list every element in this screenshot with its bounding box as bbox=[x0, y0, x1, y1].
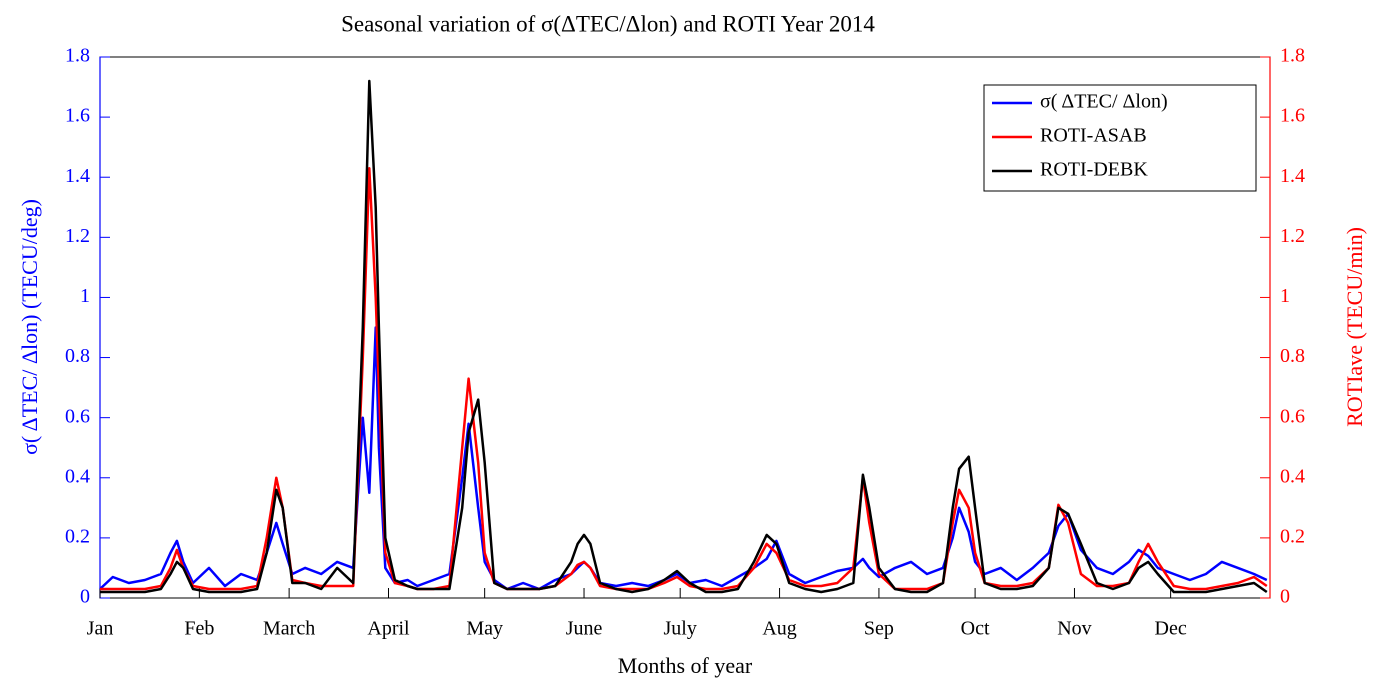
x-tick-label: July bbox=[664, 618, 697, 640]
y2-axis-label: ROTIave (TECU/min) bbox=[1342, 227, 1367, 427]
x-tick-label: April bbox=[367, 618, 410, 640]
x-tick-label: Sep bbox=[864, 618, 894, 640]
y-axis-label: σ( ΔTEC/ Δlon) (TECU/deg) bbox=[17, 199, 42, 455]
y2-tick-label: 0.4 bbox=[1280, 465, 1305, 487]
y-tick-label: 0.8 bbox=[65, 345, 90, 367]
y-tick-label: 0.6 bbox=[65, 405, 90, 427]
y2-tick-label: 0.8 bbox=[1280, 345, 1305, 367]
y-tick-label: 1.8 bbox=[65, 45, 90, 67]
chart-title: Seasonal variation of σ(ΔTEC/Δlon) and R… bbox=[341, 11, 875, 36]
x-tick-label: May bbox=[466, 618, 503, 640]
y2-tick-label: 0 bbox=[1280, 586, 1290, 608]
legend-label: ROTI-DEBK bbox=[1040, 159, 1148, 181]
y-tick-label: 1.4 bbox=[65, 165, 90, 187]
legend-label: σ( ΔTEC/ Δlon) bbox=[1040, 91, 1168, 113]
y2-tick-label: 1.6 bbox=[1280, 105, 1305, 127]
legend-label: ROTI-ASAB bbox=[1040, 125, 1147, 147]
series-line bbox=[100, 79, 1268, 594]
x-tick-label: Nov bbox=[1057, 618, 1091, 640]
y-tick-label: 0 bbox=[80, 586, 90, 608]
x-tick-label: Jan bbox=[87, 618, 114, 640]
x-tick-label: Feb bbox=[184, 618, 214, 640]
y-tick-label: 1 bbox=[80, 285, 90, 307]
y2-tick-label: 1 bbox=[1280, 285, 1290, 307]
x-tick-label: June bbox=[566, 618, 603, 640]
y2-tick-label: 1.4 bbox=[1280, 165, 1305, 187]
y2-tick-label: 0.2 bbox=[1280, 525, 1305, 547]
x-tick-label: Oct bbox=[961, 618, 990, 640]
y-tick-label: 0.2 bbox=[65, 525, 90, 547]
x-tick-label: Dec bbox=[1155, 618, 1187, 640]
y-tick-label: 0.4 bbox=[65, 465, 90, 487]
y2-tick-label: 1.8 bbox=[1280, 45, 1305, 67]
series-line bbox=[99, 326, 1268, 591]
y2-tick-label: 0.6 bbox=[1280, 405, 1305, 427]
x-tick-label: March bbox=[263, 618, 315, 640]
y2-tick-label: 1.2 bbox=[1280, 225, 1305, 247]
y-tick-label: 1.6 bbox=[65, 105, 90, 127]
x-axis-label: Months of year bbox=[618, 653, 753, 678]
y-tick-label: 1.2 bbox=[65, 225, 90, 247]
x-tick-label: Aug bbox=[762, 618, 796, 640]
